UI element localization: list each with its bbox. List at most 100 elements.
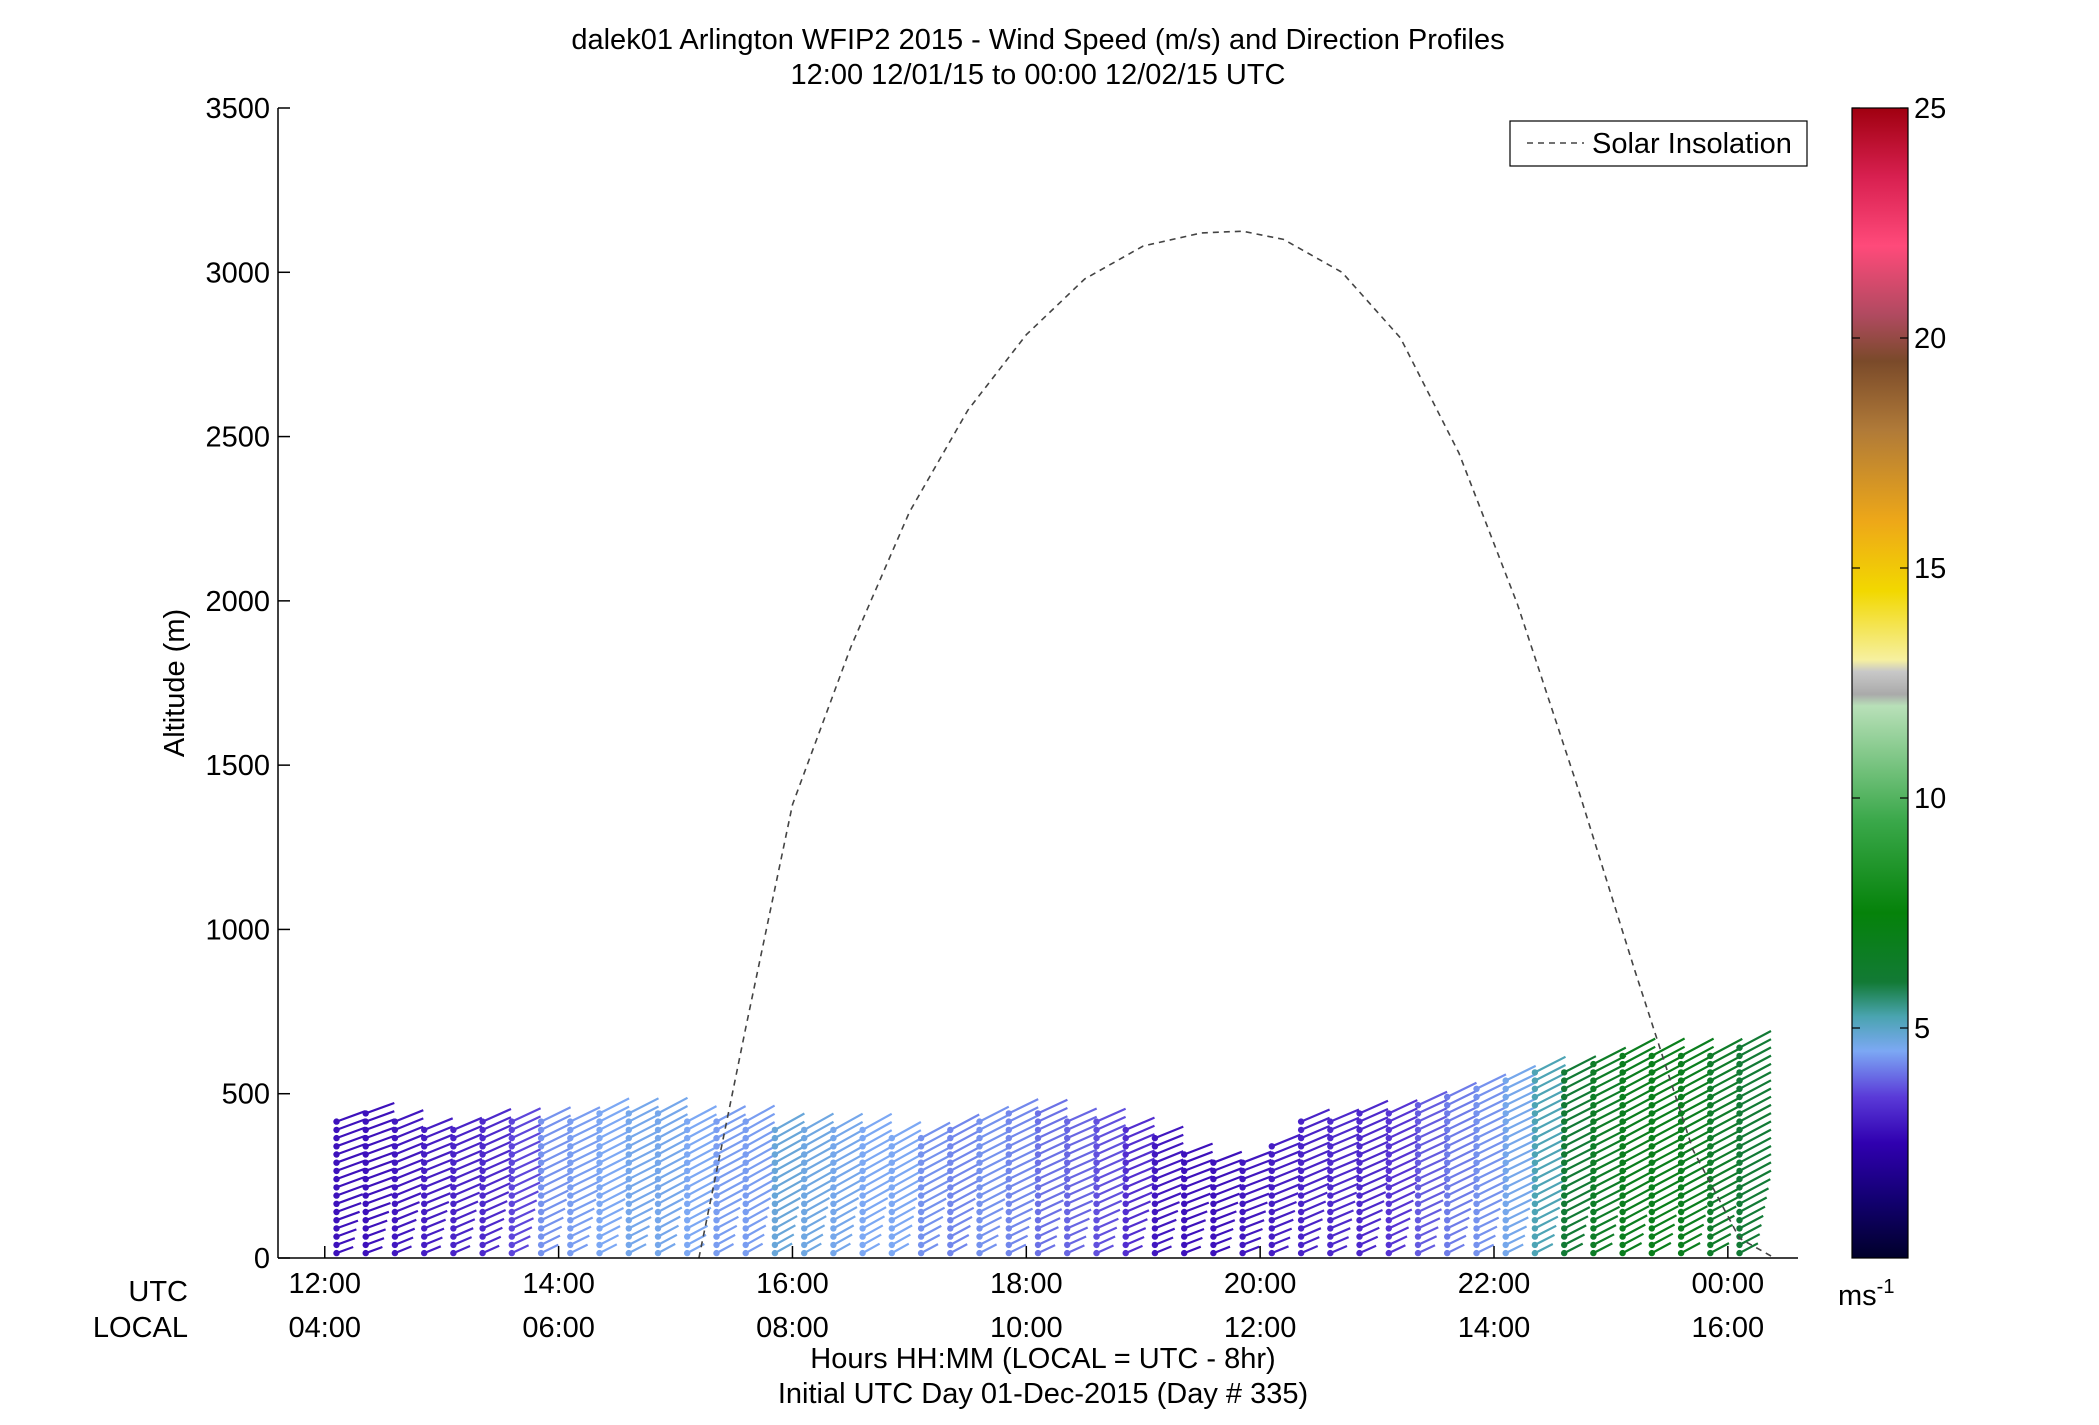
wind-point bbox=[1736, 1184, 1743, 1191]
wind-vector bbox=[832, 1112, 864, 1131]
wind-vector bbox=[511, 1148, 542, 1164]
wind-vector bbox=[1446, 1098, 1477, 1115]
colorbar-gradient bbox=[1851, 107, 1909, 1259]
wind-profile bbox=[801, 1112, 835, 1257]
wind-point bbox=[1561, 1143, 1568, 1150]
wind-point bbox=[1297, 1225, 1305, 1232]
wind-vector bbox=[715, 1105, 747, 1123]
wind-vector bbox=[1359, 1191, 1387, 1205]
wind-vector bbox=[569, 1171, 601, 1189]
wind-point bbox=[917, 1217, 925, 1224]
wind-point bbox=[771, 1233, 779, 1240]
wind-vector bbox=[745, 1153, 776, 1172]
wind-vector bbox=[1563, 1153, 1597, 1172]
wind-point bbox=[421, 1175, 428, 1183]
wind-point bbox=[596, 1184, 603, 1191]
wind-vector bbox=[715, 1197, 743, 1213]
wind-vector bbox=[1183, 1183, 1213, 1197]
wind-vector bbox=[1680, 1214, 1707, 1230]
wind-point bbox=[1297, 1249, 1305, 1257]
wind-vector bbox=[1213, 1183, 1242, 1197]
wind-point bbox=[830, 1200, 837, 1208]
wind-vector bbox=[599, 1097, 630, 1115]
wind-vector bbox=[423, 1192, 451, 1205]
wind-vector bbox=[978, 1122, 1010, 1140]
wind-point bbox=[1677, 1175, 1685, 1183]
wind-vector bbox=[1037, 1181, 1068, 1197]
wind-vector bbox=[511, 1131, 542, 1148]
wind-point bbox=[742, 1118, 749, 1125]
wind-vector bbox=[774, 1120, 805, 1140]
wind-point bbox=[362, 1151, 369, 1158]
wind-point bbox=[1677, 1217, 1685, 1224]
wind-vector bbox=[686, 1137, 718, 1156]
wind-point bbox=[1531, 1217, 1539, 1224]
wind-point bbox=[976, 1159, 983, 1166]
wind-point bbox=[1502, 1184, 1509, 1191]
wind-point bbox=[450, 1184, 457, 1191]
wind-point bbox=[1473, 1241, 1480, 1249]
wind-point bbox=[479, 1134, 486, 1142]
wind-point bbox=[1297, 1126, 1305, 1134]
wind-point bbox=[1356, 1167, 1363, 1175]
wind-point bbox=[1005, 1126, 1012, 1134]
wind-vector bbox=[1242, 1183, 1271, 1197]
wind-vector bbox=[1271, 1236, 1291, 1246]
wind-vector bbox=[511, 1226, 533, 1238]
wind-vector bbox=[569, 1122, 601, 1140]
wind-point bbox=[421, 1217, 428, 1224]
wind-vector bbox=[423, 1236, 443, 1246]
wind-point bbox=[976, 1175, 983, 1183]
wind-point bbox=[1239, 1208, 1246, 1216]
wind-vector bbox=[482, 1165, 512, 1181]
wind-point bbox=[1707, 1192, 1714, 1199]
wind-vector bbox=[423, 1158, 454, 1172]
wind-point bbox=[1444, 1143, 1451, 1150]
wind-point bbox=[801, 1143, 808, 1150]
wind-point bbox=[1473, 1233, 1480, 1240]
wind-profile bbox=[333, 1110, 366, 1257]
wind-vector bbox=[336, 1184, 365, 1197]
wind-point bbox=[479, 1159, 486, 1166]
wind-vector bbox=[1592, 1112, 1627, 1131]
wind-point bbox=[537, 1134, 545, 1142]
wind-point bbox=[1473, 1159, 1480, 1166]
wind-point bbox=[1122, 1200, 1129, 1208]
wind-point bbox=[479, 1200, 486, 1208]
wind-point bbox=[1502, 1077, 1509, 1084]
wind-point bbox=[1181, 1175, 1188, 1183]
wind-point bbox=[1005, 1167, 1012, 1175]
wind-point bbox=[771, 1241, 779, 1249]
wind-vector bbox=[511, 1164, 542, 1181]
wind-vector bbox=[1505, 1225, 1528, 1238]
wind-vector bbox=[1183, 1175, 1213, 1189]
wind-point bbox=[1327, 1159, 1334, 1166]
wind-point bbox=[1619, 1175, 1626, 1183]
wind-point bbox=[1181, 1192, 1188, 1199]
wind-point bbox=[1210, 1233, 1217, 1240]
wind-point bbox=[508, 1118, 515, 1125]
wind-vector bbox=[599, 1105, 630, 1123]
wind-vector bbox=[452, 1157, 483, 1172]
wind-vector bbox=[715, 1162, 747, 1181]
wind-vector bbox=[1329, 1227, 1351, 1238]
wind-vector bbox=[423, 1166, 454, 1181]
wind-point bbox=[537, 1208, 545, 1216]
wind-vector bbox=[1125, 1174, 1155, 1189]
wind-point bbox=[1297, 1233, 1305, 1240]
wind-vector bbox=[599, 1216, 623, 1230]
wind-point bbox=[1677, 1077, 1685, 1084]
wind-point bbox=[333, 1159, 340, 1166]
wind-point bbox=[1122, 1241, 1129, 1249]
wind-point bbox=[1473, 1167, 1480, 1175]
wind-vector bbox=[482, 1116, 512, 1131]
wind-point bbox=[362, 1134, 369, 1142]
wind-point bbox=[333, 1192, 340, 1199]
wind-vector bbox=[1534, 1243, 1554, 1255]
wind-point bbox=[1005, 1225, 1012, 1232]
wind-point bbox=[596, 1241, 603, 1249]
wind-vector bbox=[891, 1121, 922, 1140]
wind-point bbox=[976, 1200, 983, 1208]
wind-point bbox=[508, 1175, 515, 1183]
wind-vector bbox=[628, 1207, 654, 1222]
